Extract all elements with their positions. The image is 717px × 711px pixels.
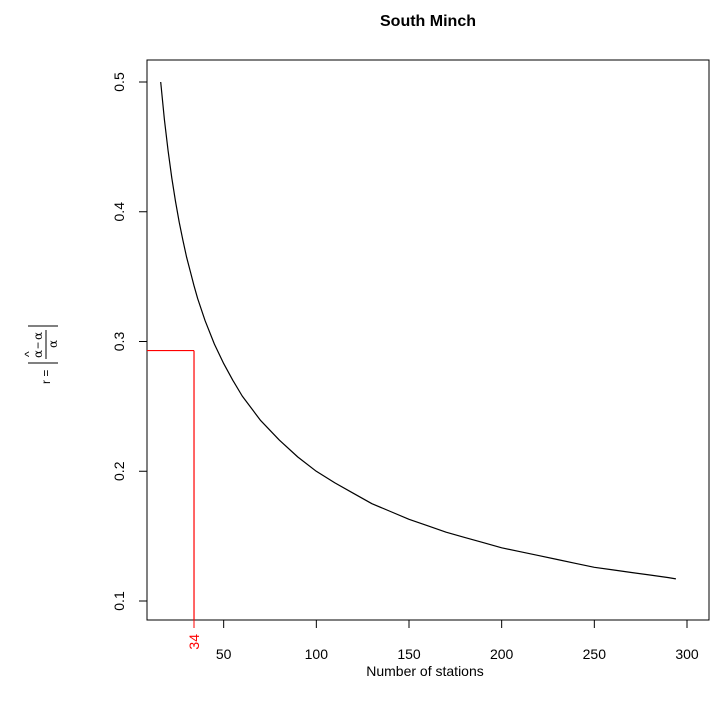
y-tick-label: 0.1	[111, 591, 127, 611]
y-label-numerator-right: α	[31, 332, 45, 340]
series-line	[160, 81, 677, 580]
x-tick-label: 250	[583, 646, 607, 662]
y-tick-label: 0.3	[111, 332, 127, 352]
x-tick-label: 50	[216, 646, 232, 662]
x-tick-label: 300	[675, 646, 699, 662]
x-axis: 50 100 150 200 250 300	[216, 619, 699, 662]
x-tick-label: 200	[490, 646, 514, 662]
x-tick-label: 150	[397, 646, 421, 662]
y-axis-label: r = ^ α − α α	[22, 325, 60, 384]
y-tick-label: 0.5	[111, 72, 127, 92]
y-label-prefix: r =	[39, 370, 53, 384]
x-tick-label: 100	[305, 646, 329, 662]
x-axis-label: Number of stations	[366, 663, 484, 679]
series-layer	[160, 81, 677, 580]
y-axis: 0.1 0.2 0.3 0.4 0.5	[111, 72, 148, 611]
annotation-tick-label: 34	[186, 634, 202, 650]
y-tick-label: 0.4	[111, 202, 127, 222]
y-tick-label: 0.2	[111, 461, 127, 481]
chart-title: South Minch	[380, 13, 476, 30]
y-label-minus: −	[31, 342, 45, 349]
annotation-layer: 34	[147, 349, 202, 650]
y-label-hat: ^	[22, 351, 36, 357]
plot-frame	[146, 59, 710, 621]
y-label-denominator: α	[46, 340, 60, 348]
y-label-numerator-left: α	[31, 350, 45, 358]
